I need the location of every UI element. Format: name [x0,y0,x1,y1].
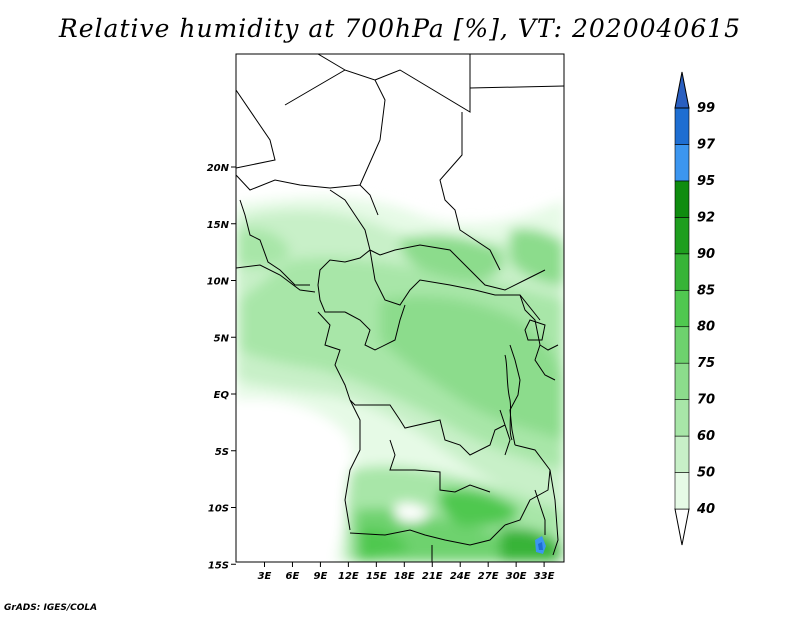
latitude-axis: 20N 15N 10N 5N EQ 5S 10S 15S [207,163,236,571]
lon-tick-label: 21E [422,571,443,582]
colorbar-box [674,289,690,328]
colorbar-label: 90 [697,247,715,262]
lon-tick-label: 9E [314,571,328,582]
lat-tick-label: 20N [207,163,230,174]
humidity-field [236,196,564,562]
grads-credit: GrADS: IGES/COLA [4,603,98,613]
colorbar-box [674,253,690,291]
colorbar-box [674,107,690,145]
lon-tick-label: 30E [506,571,527,582]
lon-tick-label: 15E [366,571,387,582]
colorbar-box [674,180,690,218]
lon-tick-label: 12E [338,571,359,582]
colorbar-label: 92 [697,210,715,225]
colorbar-box [674,217,690,255]
lon-tick-label: 24E [450,571,471,582]
lon-tick-label: 27E [478,571,499,582]
colorbar-label: 75 [697,356,715,371]
colorbar-label: 80 [697,320,715,335]
colorbar-box [674,399,690,437]
colorbar-label: 99 [697,101,715,116]
colorbar-label: 97 [697,137,716,152]
lat-tick-label: 10N [207,277,230,288]
lon-tick-label: 3E [258,571,272,582]
colorbar-bottom-arrow [674,508,690,546]
lat-tick-label: 5S [215,447,229,458]
colorbar-label: 50 [697,466,715,481]
colorbar-box [674,326,690,364]
colorbar-label: 85 [697,283,715,298]
colorbar-box [674,435,690,473]
map-frame [235,53,565,563]
colorbar-box [674,362,690,400]
lat-tick-label: 15S [208,560,229,571]
colorbar-top-arrow [674,71,690,109]
map-title: Relative humidity at 700hPa [%], VT: 202… [58,14,742,43]
colorbar-label: 95 [697,174,715,189]
colorbar-box [674,144,690,182]
lat-tick-label: 10S [208,504,229,515]
longitude-axis: 3E 6E 9E 12E 15E 18E 21E 24E 27E 30E 33E [258,562,555,582]
lon-tick-label: 6E [286,571,300,582]
lat-tick-label: 15N [207,220,230,231]
country-borders [236,54,564,562]
colorbar-label: 60 [697,429,715,444]
colorbar: 40 50 60 70 75 80 85 90 92 95 97 99 [674,71,716,546]
lon-tick-label: 33E [534,571,555,582]
colorbar-label: 70 [697,393,715,408]
lat-tick-label: 5N [214,333,230,344]
colorbar-label: 40 [696,502,715,517]
lon-tick-label: 18E [394,571,415,582]
colorbar-box [674,472,690,510]
lat-tick-label: EQ [214,390,230,401]
